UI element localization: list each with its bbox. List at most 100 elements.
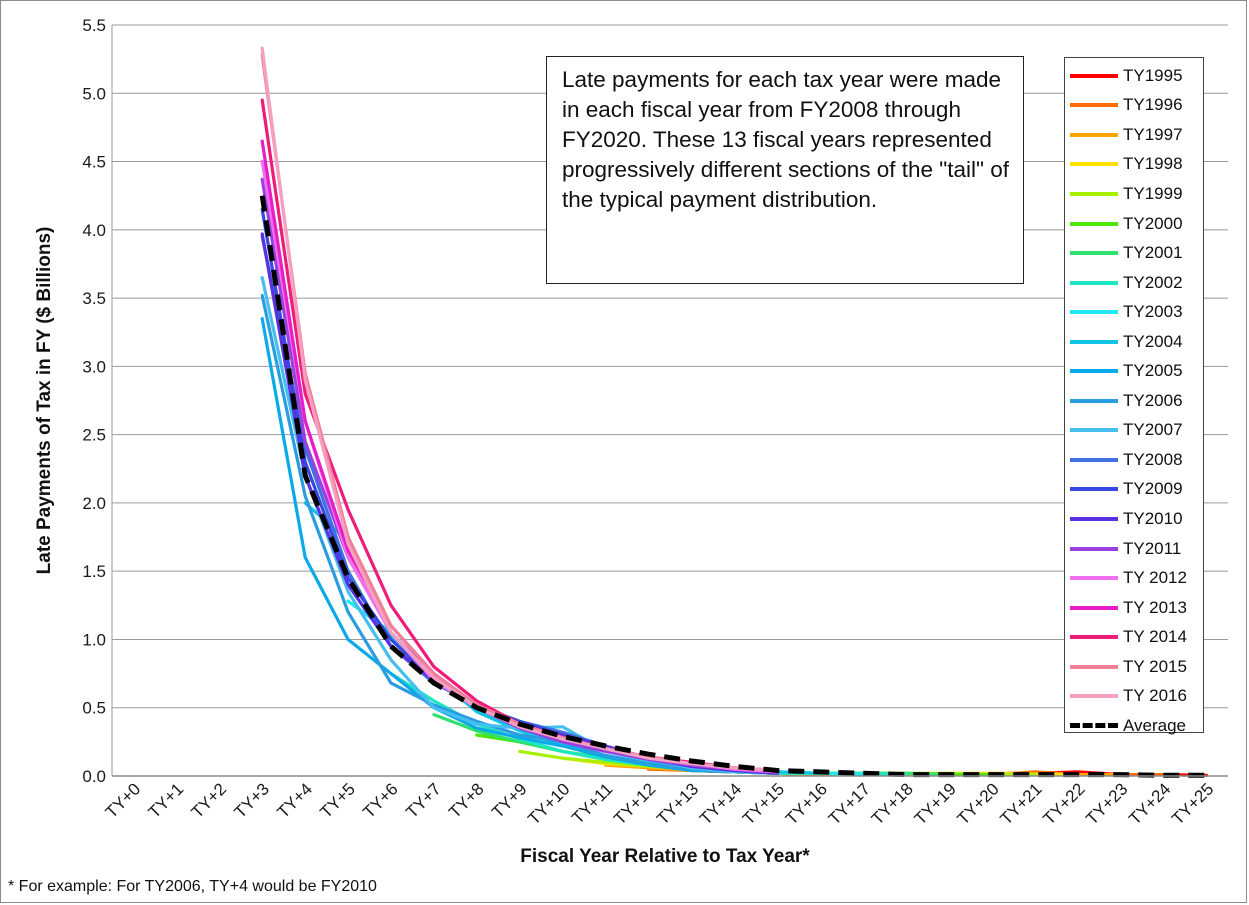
x-tick-label: TY+24 bbox=[1125, 779, 1174, 828]
legend-item: TY 2012 bbox=[1065, 563, 1203, 593]
series-line-ty-2016 bbox=[260, 46, 779, 773]
legend-item: TY2004 bbox=[1065, 327, 1203, 357]
legend-item: TY2001 bbox=[1065, 238, 1203, 268]
y-tick-label: 2.5 bbox=[82, 426, 106, 445]
x-tick-label: TY+21 bbox=[996, 779, 1045, 828]
legend-label: TY2006 bbox=[1123, 390, 1183, 410]
x-tick-label: TY+0 bbox=[102, 779, 145, 822]
x-tick-label: TY+19 bbox=[911, 779, 960, 828]
y-axis-title: Late Payments of Tax in FY ($ Billions) bbox=[34, 227, 55, 575]
legend-item: TY2009 bbox=[1065, 475, 1203, 505]
legend-item: TY 2013 bbox=[1065, 593, 1203, 623]
x-tick-label: TY+25 bbox=[1168, 779, 1217, 828]
legend-swatch bbox=[1070, 605, 1118, 610]
legend-swatch bbox=[1070, 251, 1118, 256]
legend-swatch bbox=[1070, 73, 1118, 78]
legend-item: TY1998 bbox=[1065, 150, 1203, 180]
x-tick-label: TY+12 bbox=[610, 779, 659, 828]
legend-label: TY2008 bbox=[1123, 449, 1183, 469]
legend-swatch bbox=[1070, 428, 1118, 433]
legend-item: TY1997 bbox=[1065, 120, 1203, 150]
legend-label: TY2007 bbox=[1123, 420, 1183, 440]
legend-item: TY2003 bbox=[1065, 297, 1203, 327]
legend-item: TY2007 bbox=[1065, 416, 1203, 446]
legend-swatch bbox=[1070, 546, 1118, 551]
legend-item: TY2002 bbox=[1065, 268, 1203, 298]
legend-label: TY1996 bbox=[1123, 95, 1183, 115]
legend-label: TY2001 bbox=[1123, 243, 1183, 263]
legend-label: TY1999 bbox=[1123, 183, 1183, 203]
legend-item: Average bbox=[1065, 711, 1203, 741]
legend-label: TY 2014 bbox=[1123, 627, 1187, 647]
x-tick-label: TY+3 bbox=[231, 779, 274, 822]
y-tick-label: 4.5 bbox=[82, 153, 106, 172]
x-axis-title: Fiscal Year Relative to Tax Year* bbox=[520, 846, 810, 867]
x-tick-label: TY+16 bbox=[782, 779, 831, 828]
legend-item: TY2011 bbox=[1065, 534, 1203, 564]
y-tick-label: 0.5 bbox=[82, 699, 106, 718]
annotation-box: Late payments for each tax year were mad… bbox=[546, 56, 1024, 284]
legend-swatch bbox=[1070, 576, 1118, 581]
x-tick-label: TY+15 bbox=[739, 779, 788, 828]
x-tick-label: TY+10 bbox=[524, 779, 573, 828]
legend-swatch bbox=[1070, 457, 1118, 462]
legend-label: TY2005 bbox=[1123, 361, 1183, 381]
legend-item: TY2006 bbox=[1065, 386, 1203, 416]
legend-swatch bbox=[1070, 280, 1118, 285]
footnote: * For example: For TY2006, TY+4 would be… bbox=[8, 878, 377, 895]
legend-swatch bbox=[1070, 221, 1118, 226]
y-tick-label: 0.0 bbox=[82, 767, 106, 786]
legend-label: TY2010 bbox=[1123, 508, 1183, 528]
legend-label: TY 2012 bbox=[1123, 568, 1187, 588]
x-tick-label: TY+2 bbox=[188, 779, 231, 822]
legend-item: TY2005 bbox=[1065, 356, 1203, 386]
x-tick-label: TY+6 bbox=[359, 779, 402, 822]
y-tick-labels: 0.0 0.5 1.0 1.5 2.0 2.5 3.0 3.5 4.0 4.5 5.0 5.5 bbox=[82, 16, 106, 786]
legend-label: Average bbox=[1123, 715, 1187, 735]
legend-label: TY2000 bbox=[1123, 213, 1183, 233]
legend-item: TY1999 bbox=[1065, 179, 1203, 209]
y-tick-label: 4.0 bbox=[82, 221, 106, 240]
legend-label: TY2002 bbox=[1123, 272, 1183, 292]
legend-item: TY2010 bbox=[1065, 504, 1203, 534]
legend-label: TY2011 bbox=[1123, 538, 1182, 558]
x-tick-label: TY+20 bbox=[954, 779, 1003, 828]
y-tick-label: 3.0 bbox=[82, 357, 106, 376]
legend-swatch bbox=[1070, 723, 1118, 729]
y-tick-label: 5.0 bbox=[82, 84, 106, 103]
legend-swatch bbox=[1070, 516, 1118, 521]
x-tick-label: TY+17 bbox=[825, 779, 874, 828]
legend-swatch bbox=[1070, 398, 1118, 403]
legend-label: TY2004 bbox=[1123, 331, 1183, 351]
y-tick-label: 2.0 bbox=[82, 494, 106, 513]
x-tick-label: TY+5 bbox=[316, 779, 359, 822]
x-tick-label: TY+22 bbox=[1039, 779, 1088, 828]
legend-label: TY1998 bbox=[1123, 154, 1183, 174]
legend-item: TY 2016 bbox=[1065, 681, 1203, 711]
legend-label: TY2003 bbox=[1123, 302, 1183, 322]
legend-item: TY1995 bbox=[1065, 61, 1203, 91]
legend-swatch bbox=[1070, 162, 1118, 167]
legend-swatch bbox=[1070, 310, 1118, 315]
legend-swatch bbox=[1070, 635, 1118, 640]
x-tick-label: TY+7 bbox=[402, 779, 445, 822]
legend-item: TY 2014 bbox=[1065, 622, 1203, 652]
legend-swatch bbox=[1070, 487, 1118, 492]
legend-swatch bbox=[1070, 369, 1118, 374]
legend-label: TY1995 bbox=[1123, 65, 1183, 85]
x-tick-label: TY+13 bbox=[653, 779, 702, 828]
legend-label: TY2009 bbox=[1123, 479, 1183, 499]
legend-swatch bbox=[1070, 339, 1118, 344]
series-lines bbox=[259, 46, 1209, 778]
legend-item: TY 2015 bbox=[1065, 652, 1203, 682]
series-line-average bbox=[259, 195, 1207, 778]
x-tick-label: TY+11 bbox=[568, 779, 616, 827]
x-tick-labels: TY+0 TY+1 TY+2 TY+3 TY+4 TY+5 TY+6 TY+7 TY+8 TY+9… bbox=[102, 779, 1218, 828]
y-tick-label: 5.5 bbox=[82, 16, 106, 35]
legend-swatch bbox=[1070, 103, 1118, 108]
legend-item: TY2000 bbox=[1065, 209, 1203, 239]
y-tick-label: 1.5 bbox=[82, 562, 106, 581]
x-tick-label: TY+23 bbox=[1082, 779, 1131, 828]
legend: TY1995 TY1996 TY1997 TY1998 TY1999 TY2000 TY20… bbox=[1064, 57, 1204, 735]
